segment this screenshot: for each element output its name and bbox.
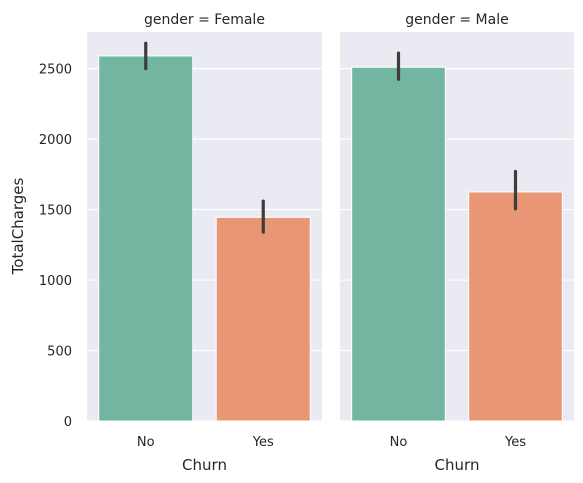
- y-tick-label: 2500: [39, 63, 72, 78]
- x-tick-label: Yes: [504, 435, 526, 450]
- y-tick-label: 1500: [39, 204, 72, 219]
- x-axis-label: Churn: [182, 456, 227, 474]
- x-tick-label: No: [137, 435, 155, 450]
- bar-no: [98, 55, 194, 422]
- bar-yes: [468, 191, 563, 422]
- y-tick-label: 0: [64, 415, 72, 430]
- facet-panel-2: [340, 32, 574, 422]
- facet-title: gender = Male: [405, 12, 508, 28]
- x-tick-label: No: [390, 435, 408, 450]
- y-axis-label: TotalCharges: [9, 177, 27, 275]
- y-tick-label: 2000: [39, 133, 72, 148]
- facet-title: gender = Female: [144, 12, 265, 28]
- bar-no: [351, 66, 446, 422]
- facet-panel-1: [87, 32, 322, 422]
- x-axis-label: Churn: [435, 456, 480, 474]
- y-tick-label: 1000: [39, 274, 72, 289]
- y-tick-label: 500: [47, 345, 72, 360]
- bar-yes: [215, 216, 311, 422]
- x-tick-label: Yes: [252, 435, 274, 450]
